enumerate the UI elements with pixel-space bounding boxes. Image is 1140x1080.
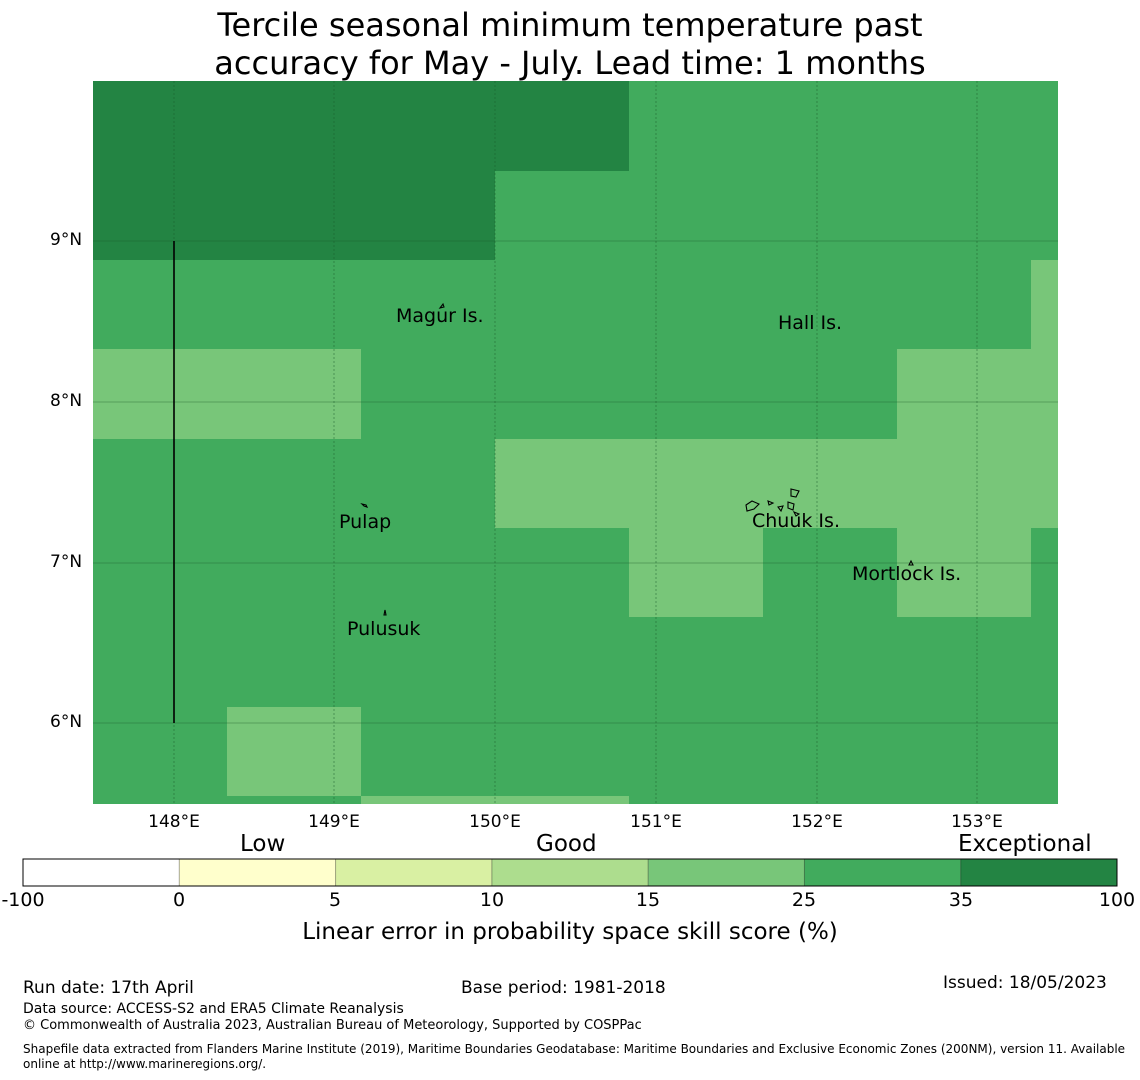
pulap-island-outline [360,502,369,508]
good-cell [93,349,361,439]
good-cell [897,528,1031,617]
longitude-label-149e: 149°E [308,812,360,832]
good-cell [361,796,629,804]
latitude-label-8n: 8°N [50,391,83,411]
place-label-mortlock: Mortlock Is. [852,563,962,585]
chuuk-island-outline [745,500,760,512]
legend-category-exceptional: Exceptional [958,831,1092,857]
colorbar-tick-label: -100 [1,889,45,911]
colorbar-tick-label: 35 [948,889,974,911]
colorbar-frame [22,858,1118,887]
colorbar-segment [491,859,649,886]
legend-category-good: Good [536,831,597,857]
place-label-pulusuk: Pulusuk [347,618,421,640]
place-label-pulap: Pulap [339,511,392,533]
colorbar-tick-label: 25 [791,889,817,911]
shapefile-credit-line-2: online at http://www.marineregions.org/. [23,1057,267,1071]
exceptional-cell [495,81,629,171]
longitude-label-153e: 153°E [951,812,1003,832]
longitude-label-148e: 148°E [148,812,200,832]
chuuk-island-outline [777,505,784,513]
chart-title-line-2: accuracy for May - July. Lead time: 1 mo… [214,44,926,82]
colorbar-tick-label: 10 [479,889,505,911]
longitude-label-150e: 150°E [469,812,521,832]
run-date: Run date: 17th April [23,978,194,998]
latitude-label-9n: 9°N [50,230,83,250]
exceptional-cell [93,81,495,260]
issued-date: Issued: 18/05/2023 [943,973,1107,993]
parallels [93,240,1058,724]
place-label-chuuk: Chuuk Is. [752,510,840,532]
colorbar-tick-label: 5 [328,889,342,911]
colorbar-title: Linear error in probability space skill … [302,919,838,945]
place-label-magur: Magur Is. [396,305,484,327]
island-outlines [360,302,914,616]
chart-title-line-1: Tercile seasonal minimum temperature pas… [217,6,923,44]
good-cell [227,707,361,796]
copyright: © Commonwealth of Australia 2023, Austra… [23,1018,642,1033]
colorbar [23,859,1117,886]
colorbar-segment [179,859,336,886]
latitude-label-6n: 6°N [50,712,83,732]
base-period: Base period: 1981-2018 [461,978,666,998]
good-cell [897,349,1058,439]
good-cell [495,439,1058,528]
chuuk-lagoon-outline [790,488,800,498]
colorbar-segment [23,859,180,886]
colorbar-tick-label: 15 [635,889,661,911]
magur-island-outline [438,302,445,309]
latitude-label-7n: 7°N [50,552,83,572]
shapefile-credit-line-1: Shapefile data extracted from Flanders M… [23,1042,1126,1056]
chuuk-island-outline [767,500,775,506]
colorbar-segment [960,859,1117,886]
good-cell [629,528,763,617]
pulusuk-island-outline [383,609,387,616]
legend-category-low: Low [240,831,286,857]
longitude-label-152e: 152°E [791,812,843,832]
chuuk-island-outline [792,510,801,517]
chart-title: Tercile seasonal minimum temperature pas… [0,6,1140,82]
longitude-label-151e: 151°E [630,812,682,832]
colorbar-tick-label: 100 [1098,889,1136,911]
mortlock-island-outline [908,559,914,566]
skill-grid [93,81,1058,804]
colorbar-segment [648,859,805,886]
colorbar-tick-label: 0 [172,889,186,911]
chuuk-island-outline [787,501,795,511]
colorbar-segment [804,859,961,886]
colorbar-segment [335,859,492,886]
data-source: Data source: ACCESS-S2 and ERA5 Climate … [23,1001,404,1017]
place-label-hall: Hall Is. [778,312,843,334]
